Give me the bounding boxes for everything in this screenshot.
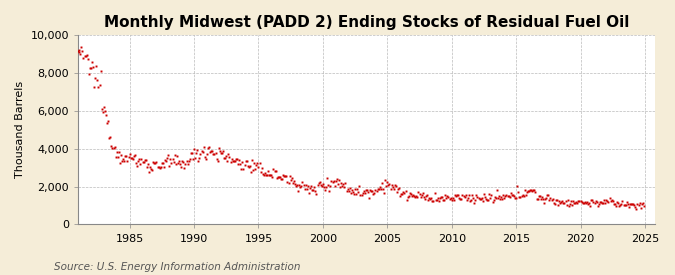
Title: Monthly Midwest (PADD 2) Ending Stocks of Residual Fuel Oil: Monthly Midwest (PADD 2) Ending Stocks o… [104,15,629,30]
Text: Source: U.S. Energy Information Administration: Source: U.S. Energy Information Administ… [54,262,300,272]
Y-axis label: Thousand Barrels: Thousand Barrels [15,81,25,178]
